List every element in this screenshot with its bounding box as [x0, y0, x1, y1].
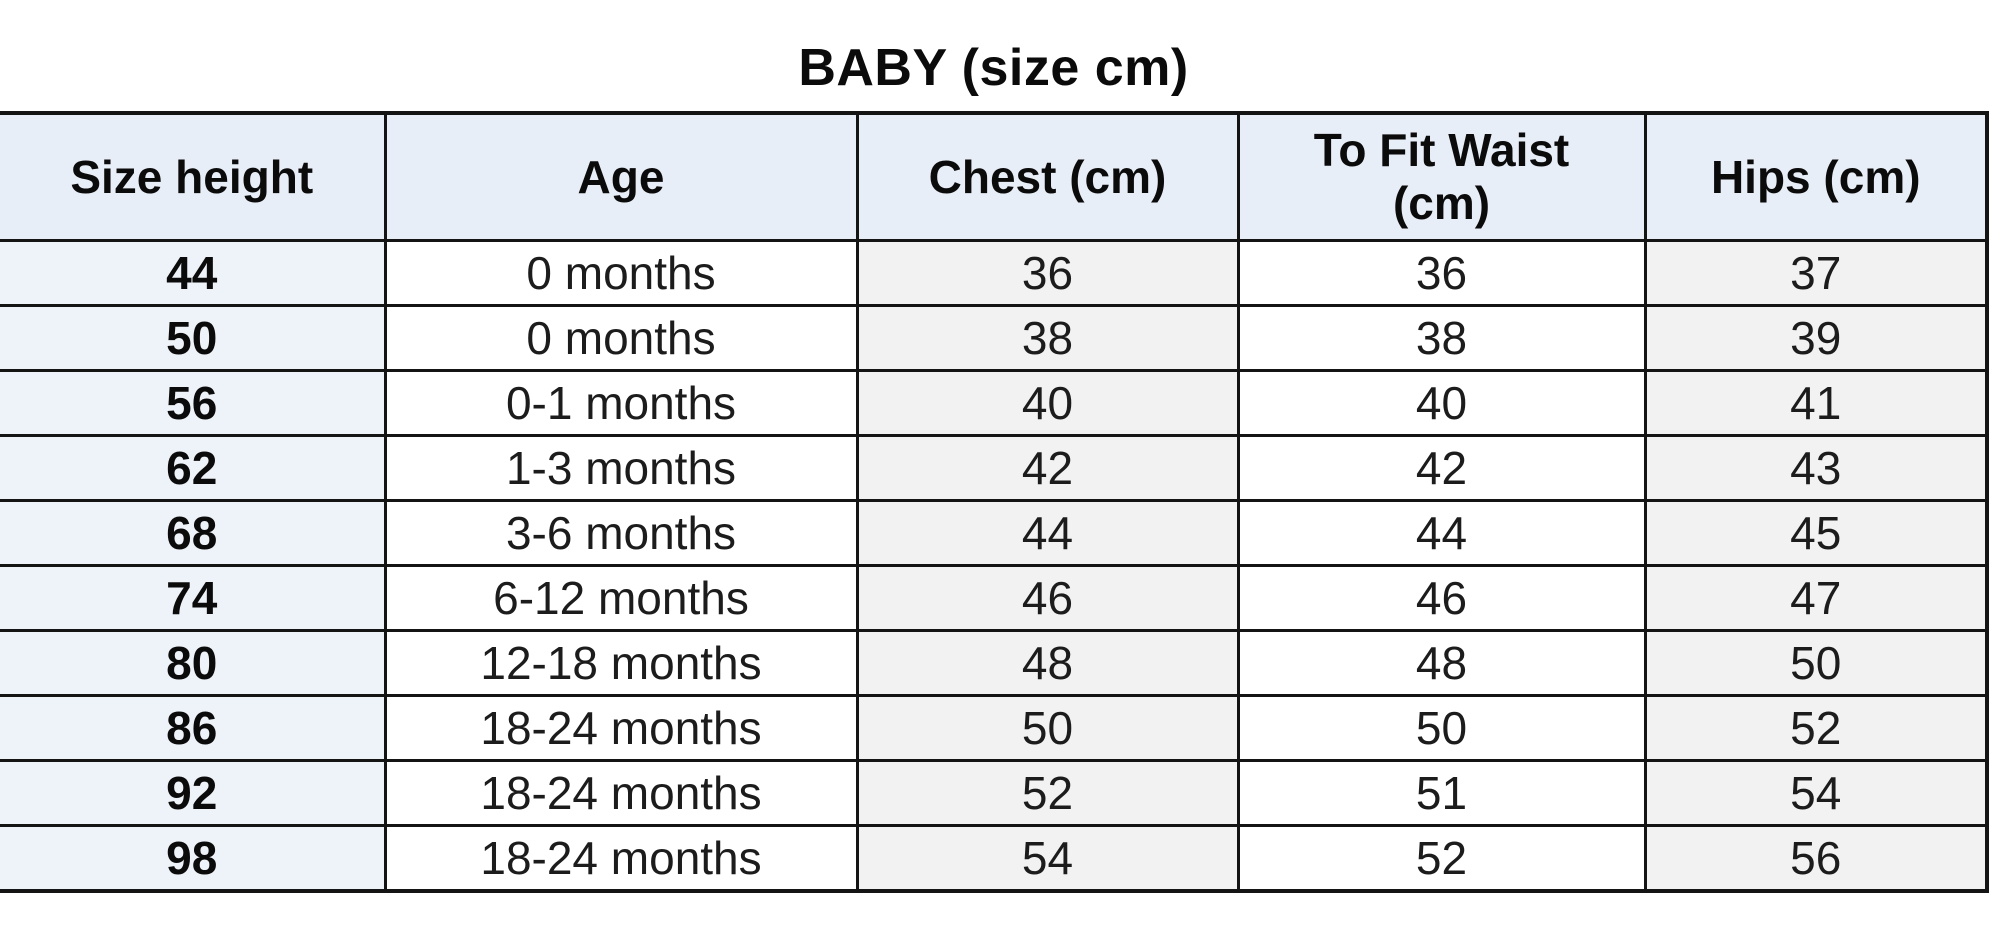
age-cell: 0-1 months	[383, 369, 859, 438]
table-row: 92 18-24 months 52 51 54	[0, 759, 1989, 828]
hips-cell: 50	[1643, 629, 1989, 698]
table-row: 74 6-12 months 46 46 47	[0, 564, 1989, 633]
size-height-cell: 56	[0, 369, 387, 438]
waist-cell: 38	[1236, 304, 1647, 373]
waist-cell: 40	[1236, 369, 1647, 438]
table-row: 98 18-24 months 54 52 56	[0, 824, 1989, 894]
column-header-hips: Hips (cm)	[1643, 111, 1989, 243]
column-header-age: Age	[383, 111, 859, 243]
waist-cell: 50	[1236, 694, 1647, 763]
hips-cell: 41	[1643, 369, 1989, 438]
age-cell: 3-6 months	[383, 499, 859, 568]
waist-cell: 51	[1236, 759, 1647, 828]
size-height-cell: 62	[0, 434, 387, 503]
waist-cell: 42	[1236, 434, 1647, 503]
size-height-cell: 68	[0, 499, 387, 568]
column-header-label: Age	[577, 150, 665, 203]
size-height-cell: 44	[0, 239, 387, 308]
table-header: Size height Age Chest (cm) To Fit Waist …	[0, 111, 1989, 243]
chest-cell: 40	[855, 369, 1240, 438]
table-row: 56 0-1 months 40 40 41	[0, 369, 1989, 438]
size-height-cell: 74	[0, 564, 387, 633]
hips-cell: 45	[1643, 499, 1989, 568]
hips-cell: 37	[1643, 239, 1989, 308]
column-header-size-height: Size height	[0, 111, 387, 243]
age-cell: 6-12 months	[383, 564, 859, 633]
age-cell: 18-24 months	[383, 824, 859, 894]
size-height-cell: 50	[0, 304, 387, 373]
chest-cell: 46	[855, 564, 1240, 633]
column-header-label: Chest (cm)	[928, 150, 1167, 203]
chest-cell: 54	[855, 824, 1240, 894]
age-cell: 0 months	[383, 239, 859, 308]
chest-cell: 44	[855, 499, 1240, 568]
chest-cell: 38	[855, 304, 1240, 373]
chest-cell: 50	[855, 694, 1240, 763]
age-cell: 18-24 months	[383, 694, 859, 763]
size-height-cell: 92	[0, 759, 387, 828]
size-height-cell: 80	[0, 629, 387, 698]
waist-cell: 52	[1236, 824, 1647, 894]
size-chart-sheet: BABY (size cm) Size height Age Chest (cm…	[0, 39, 1989, 894]
table-row: 86 18-24 months 50 50 52	[0, 694, 1989, 763]
table-row: 80 12-18 months 48 48 50	[0, 629, 1989, 698]
age-cell: 1-3 months	[383, 434, 859, 503]
age-cell: 0 months	[383, 304, 859, 373]
column-header-waist: To Fit Waist (cm)	[1236, 111, 1647, 243]
table-row: 50 0 months 38 38 39	[0, 304, 1989, 373]
table-row: 44 0 months 36 36 37	[0, 239, 1989, 308]
hips-cell: 52	[1643, 694, 1989, 763]
chest-cell: 36	[855, 239, 1240, 308]
age-cell: 12-18 months	[383, 629, 859, 698]
hips-cell: 47	[1643, 564, 1989, 633]
waist-cell: 46	[1236, 564, 1647, 633]
chest-cell: 42	[855, 434, 1240, 503]
hips-cell: 56	[1643, 824, 1989, 894]
table-row: 68 3-6 months 44 44 45	[0, 499, 1989, 568]
size-height-cell: 86	[0, 694, 387, 763]
column-header-chest: Chest (cm)	[855, 111, 1240, 243]
hips-cell: 54	[1643, 759, 1989, 828]
waist-cell: 44	[1236, 499, 1647, 568]
waist-cell: 48	[1236, 629, 1647, 698]
chest-cell: 52	[855, 759, 1240, 828]
baby-size-table: Size height Age Chest (cm) To Fit Waist …	[0, 111, 1989, 894]
size-height-cell: 98	[0, 824, 387, 894]
hips-cell: 43	[1643, 434, 1989, 503]
size-table-body: 44 0 months 36 36 37 50 0 months 38 38 39 56 0-1 mo…	[0, 239, 1989, 894]
hips-cell: 39	[1643, 304, 1989, 373]
waist-cell: 36	[1236, 239, 1647, 308]
column-header-label: To Fit Waist (cm)	[1313, 124, 1570, 230]
header-row: Size height Age Chest (cm) To Fit Waist …	[0, 111, 1989, 243]
table-row: 62 1-3 months 42 42 43	[0, 434, 1989, 503]
chest-cell: 48	[855, 629, 1240, 698]
age-cell: 18-24 months	[383, 759, 859, 828]
column-header-label: Hips (cm)	[1710, 150, 1921, 203]
page-title: BABY (size cm)	[798, 39, 1189, 97]
column-header-label: Size height	[70, 150, 314, 203]
